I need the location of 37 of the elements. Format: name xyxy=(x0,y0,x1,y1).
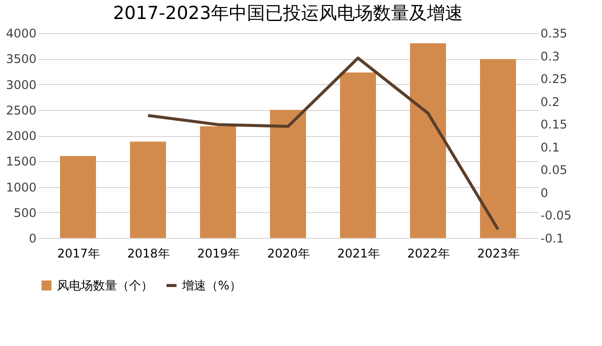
x-tick-label: 2017年 xyxy=(57,246,100,260)
y-tick-label: 1500 xyxy=(6,154,36,169)
chart-title: 2017-2023年中国已投运风电场数量及增速 xyxy=(112,3,464,24)
line-series xyxy=(146,56,500,231)
y2-tick-label: 0 xyxy=(540,186,548,200)
legend-label: 风电场数量（个） xyxy=(57,278,153,292)
y2-tick-label: 0.2 xyxy=(540,94,560,109)
legend-label: 增速（%） xyxy=(181,278,242,292)
y2-tick-label: 0.3 xyxy=(540,49,560,64)
y-tick-label: 3000 xyxy=(6,78,36,92)
bar xyxy=(410,43,446,238)
bar xyxy=(340,72,376,238)
x-tick-label: 2018年 xyxy=(127,246,170,260)
y2-tick-label: 0.35 xyxy=(540,26,568,40)
bar xyxy=(200,126,236,238)
bar xyxy=(270,110,306,238)
x-tick-label: 2022年 xyxy=(407,246,450,260)
y-tick-label: 3500 xyxy=(6,52,36,66)
bar xyxy=(480,59,516,238)
bar xyxy=(60,156,96,238)
y-tick-label: 2500 xyxy=(6,103,36,118)
y-tick-label: 1000 xyxy=(6,180,36,194)
x-tick-label: 2020年 xyxy=(267,246,310,260)
y2-tick-label: -0.1 xyxy=(540,232,564,246)
y2-tick-label: 0.25 xyxy=(540,72,568,86)
x-tick-label: 2019年 xyxy=(197,246,240,260)
y2-tick-label: 0.15 xyxy=(540,118,568,132)
y2-tick-label: 0.1 xyxy=(540,140,560,154)
y-tick-label: 4000 xyxy=(6,26,36,40)
x-tick-label: 2023年 xyxy=(477,246,520,260)
y-tick-label: 2000 xyxy=(6,129,36,143)
y-tick-label: 500 xyxy=(14,206,36,220)
x-tick-label: 2021年 xyxy=(337,246,380,260)
y2-tick-label: -0.05 xyxy=(540,208,572,223)
bar xyxy=(130,142,166,238)
y-tick-label: 0 xyxy=(28,232,36,246)
y2-tick-label: 0.05 xyxy=(540,163,568,178)
